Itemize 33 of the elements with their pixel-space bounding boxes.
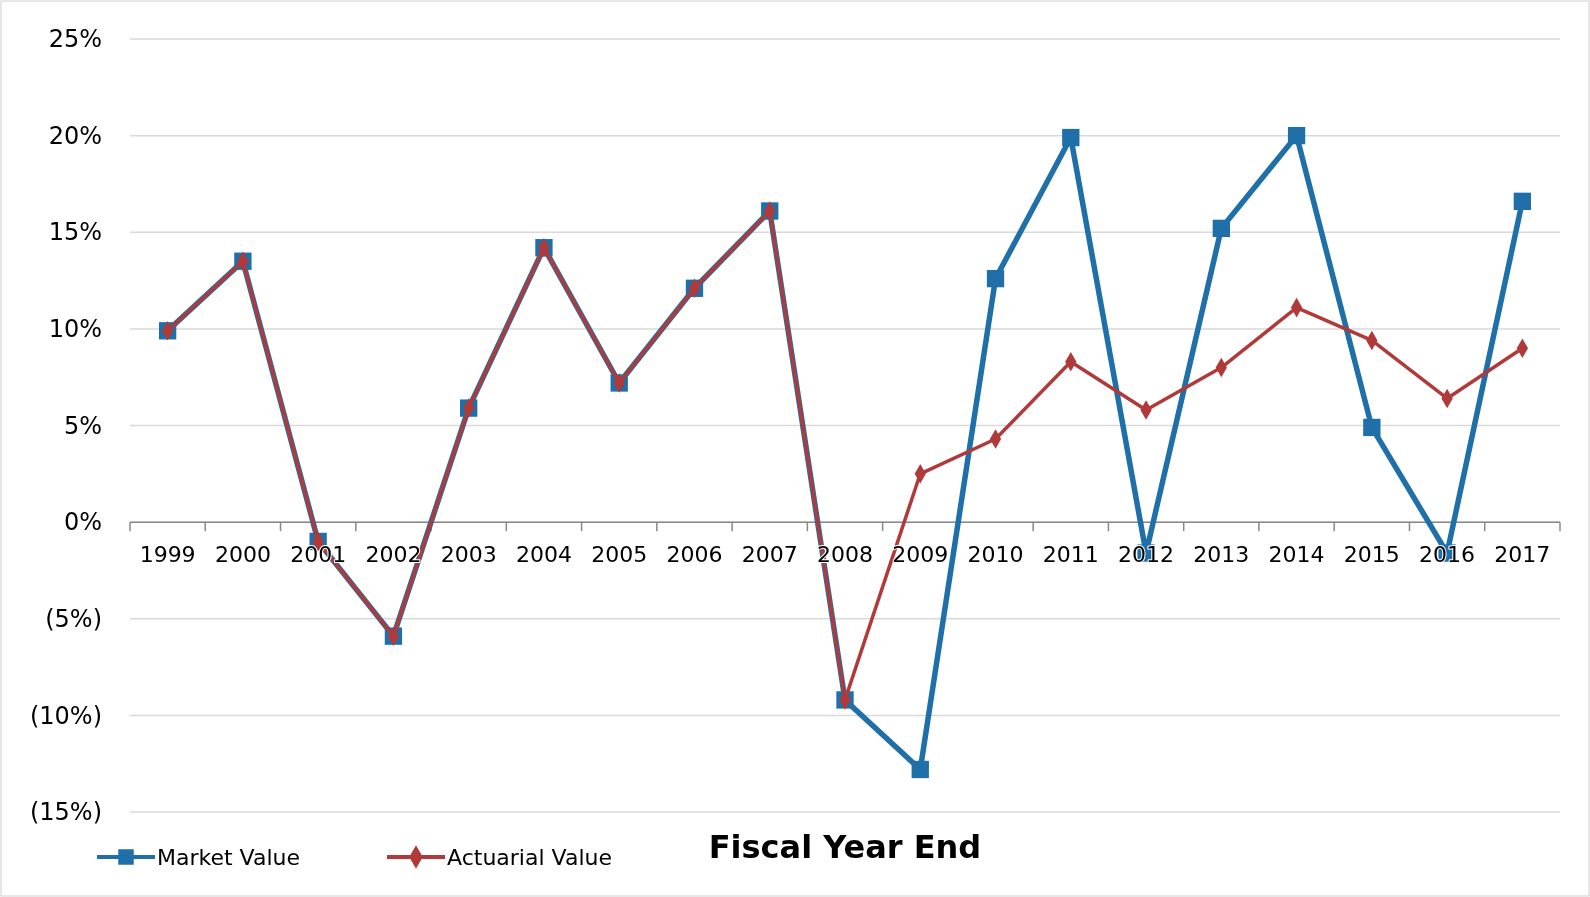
y-tick-label: 10% bbox=[48, 315, 102, 344]
x-tick-label: 2004 bbox=[515, 541, 572, 567]
y-tick-label: (15%) bbox=[29, 798, 102, 827]
y-tick-label: (10%) bbox=[29, 701, 102, 730]
x-axis-title: Fiscal Year End bbox=[708, 828, 982, 866]
point bbox=[911, 760, 929, 779]
x-tick-label: 2006 bbox=[666, 541, 723, 567]
point bbox=[986, 269, 1005, 288]
x-tick-label: 2011 bbox=[1042, 541, 1099, 567]
x-tick-label: 2013 bbox=[1193, 541, 1250, 567]
x-tick-label: 2000 bbox=[214, 541, 271, 567]
legend-label: Market Value bbox=[157, 845, 301, 870]
x-tick-label: 2017 bbox=[1494, 541, 1551, 567]
y-tick-label: 25% bbox=[48, 25, 102, 54]
point bbox=[1513, 192, 1532, 210]
x-tick-label: 2007 bbox=[741, 541, 798, 567]
x-tick-label: 1999 bbox=[139, 541, 196, 567]
x-tick-label: 2014 bbox=[1268, 541, 1325, 567]
y-tick-label: 0% bbox=[63, 508, 102, 537]
x-tick-label: 2010 bbox=[967, 541, 1024, 567]
x-tick-label: 2005 bbox=[591, 541, 648, 567]
y-tick-label: 20% bbox=[48, 121, 102, 150]
point bbox=[1062, 128, 1080, 147]
legend-label: Actuarial Value bbox=[447, 845, 612, 870]
point bbox=[1212, 219, 1230, 238]
x-tick-label: 2003 bbox=[440, 541, 497, 567]
x-tick-label: 2009 bbox=[892, 541, 949, 567]
y-tick-label: 15% bbox=[48, 218, 102, 247]
y-tick-label: 5% bbox=[63, 411, 102, 440]
x-tick-label: 2015 bbox=[1343, 541, 1400, 567]
y-tick-label: (5%) bbox=[45, 604, 102, 633]
point bbox=[1363, 418, 1381, 437]
point bbox=[1287, 126, 1306, 145]
